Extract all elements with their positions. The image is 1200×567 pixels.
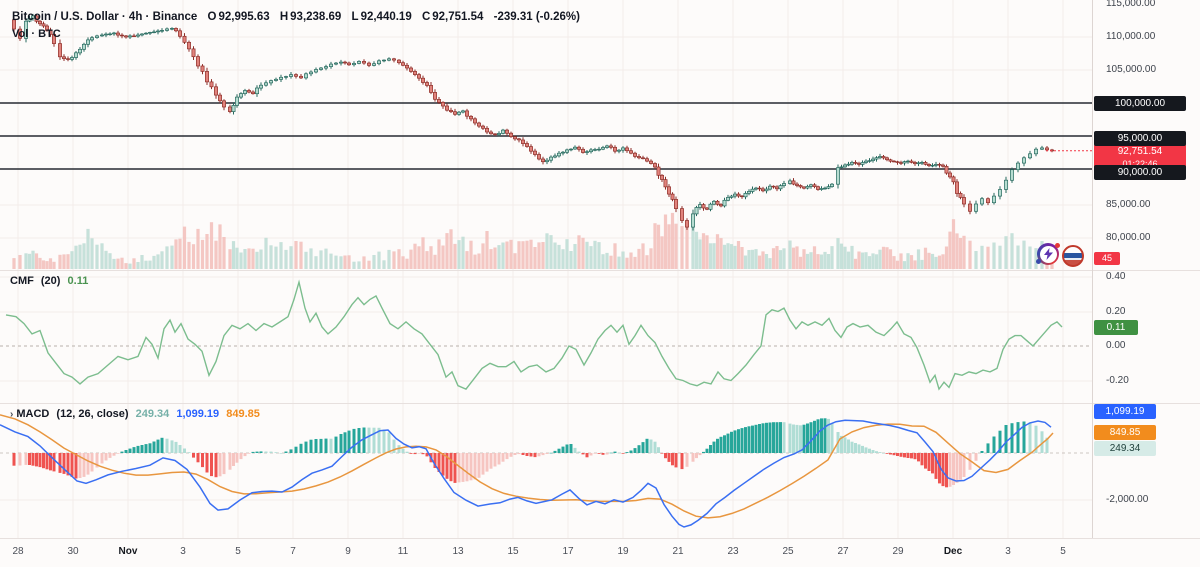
bar-countdown: 01:22:46 [1094,158,1186,170]
cmf-header[interactable]: CMF (20) 0.11 [10,275,88,287]
broker-roundel-icon[interactable] [1062,245,1084,267]
flash-icon-red-dot [1055,243,1060,248]
price-tick-label: 115,000.00 [1106,0,1156,9]
pane-separator-main-cmf[interactable] [0,270,1200,271]
time-tick-label: 15 [507,546,519,557]
macd-line-value: 1,099.19 [176,408,220,420]
cmf-params: (20) [40,275,61,287]
time-tick-label: 3 [1005,546,1011,557]
volume-header[interactable]: Vol · BTC [12,28,61,40]
volume-value-badge: 45 [1094,252,1120,265]
price-chart-canvas[interactable] [0,0,1092,538]
time-axis[interactable]: 28 30 Nov 3 5 7 9 11 13 15 17 19 21 23 25 27 29 Dec 3 5 [0,538,1092,567]
pane-separator-cmf-macd[interactable] [0,403,1200,404]
volume-label: Vol · BTC [12,28,61,40]
macd-value-badge-teal: 249.34 [1094,440,1156,456]
time-tick-label: 7 [290,546,296,557]
cmf-value-badge: 0.11 [1094,320,1138,335]
time-tick-label: 30 [67,546,79,557]
ohlc-close-label: C [421,11,431,23]
macd-name: MACD [16,408,50,420]
time-tick-label: Nov [118,546,138,557]
time-tick-label: 21 [672,546,684,557]
symbol-title[interactable]: Bitcoin / U.S. Dollar · 4h · Binance [12,11,198,23]
time-tick-label: 28 [12,546,24,557]
ohlc-high-label: H [279,11,289,23]
time-tick-label: 29 [892,546,904,557]
macd-value-badge-blue: 1,099.19 [1094,403,1156,419]
time-tick-label: 11 [397,546,409,557]
time-tick-label: 5 [235,546,241,557]
cmf-tick-label: 0.40 [1106,271,1126,282]
price-tick-label: 105,000.00 [1106,64,1157,75]
time-tick-label: 9 [345,546,351,557]
ohlc-change-value: -239.31 (-0.26%) [493,11,580,23]
macd-tick-label: -2,000.00 [1106,494,1149,505]
price-level-badge: 95,000.00 [1094,130,1186,146]
price-axis[interactable]: 92,751.54 01:22:46 45 0.11 115,000.00 110… [1093,0,1200,538]
cmf-tick-label: -0.20 [1106,375,1129,386]
price-level-badge: 90,000.00 [1094,164,1186,180]
cmf-name: CMF [10,275,34,287]
price-tick-label: 80,000.00 [1106,232,1151,243]
time-tick-label: 25 [782,546,794,557]
chevron-right-icon[interactable]: › [10,409,14,420]
macd-value-badge-orange: 849.85 [1094,424,1156,440]
ohlc-open-label: O [207,11,217,23]
ohlc-low-value: 92,440.19 [360,11,412,23]
time-tick-label: 23 [727,546,739,557]
cmf-tick-label: 0.00 [1106,340,1126,351]
quick-trade-flash-icon[interactable] [1036,243,1060,265]
price-level-badge: 100,000.00 [1094,95,1186,111]
ohlc-open-value: 92,995.63 [218,11,270,23]
macd-hist-value: 249.34 [135,408,170,420]
time-tick-label: 19 [617,546,629,557]
time-tick-label: 3 [180,546,186,557]
cmf-value: 0.11 [67,275,89,287]
macd-signal-value: 849.85 [226,408,260,420]
price-tick-label: 110,000.00 [1106,31,1156,42]
ohlc-high-value: 93,238.69 [290,11,342,23]
time-tick-label: 27 [837,546,849,557]
ohlc-low-label: L [351,11,359,23]
axis-separator [1092,0,1093,538]
symbol-header[interactable]: Bitcoin / U.S. Dollar · 4h · Binance O 92… [12,11,580,23]
flash-icon-bolt [1039,245,1057,263]
time-tick-label: 5 [1060,546,1066,557]
pane-separator-time-axis [0,538,1200,539]
time-tick-label: Dec [943,546,963,557]
flash-icon-blue-dot [1036,259,1041,264]
current-price-value: 92,751.54 [1117,146,1163,157]
price-tick-label: 85,000.00 [1106,199,1151,210]
macd-header[interactable]: › MACD (12, 26, close) 249.34 1,099.19 84… [10,408,260,420]
time-tick-label: 17 [562,546,574,557]
cmf-tick-label: 0.20 [1106,306,1126,317]
macd-params: (12, 26, close) [56,408,129,420]
ohlc-close-value: 92,751.54 [432,11,484,23]
time-tick-label: 13 [452,546,464,557]
